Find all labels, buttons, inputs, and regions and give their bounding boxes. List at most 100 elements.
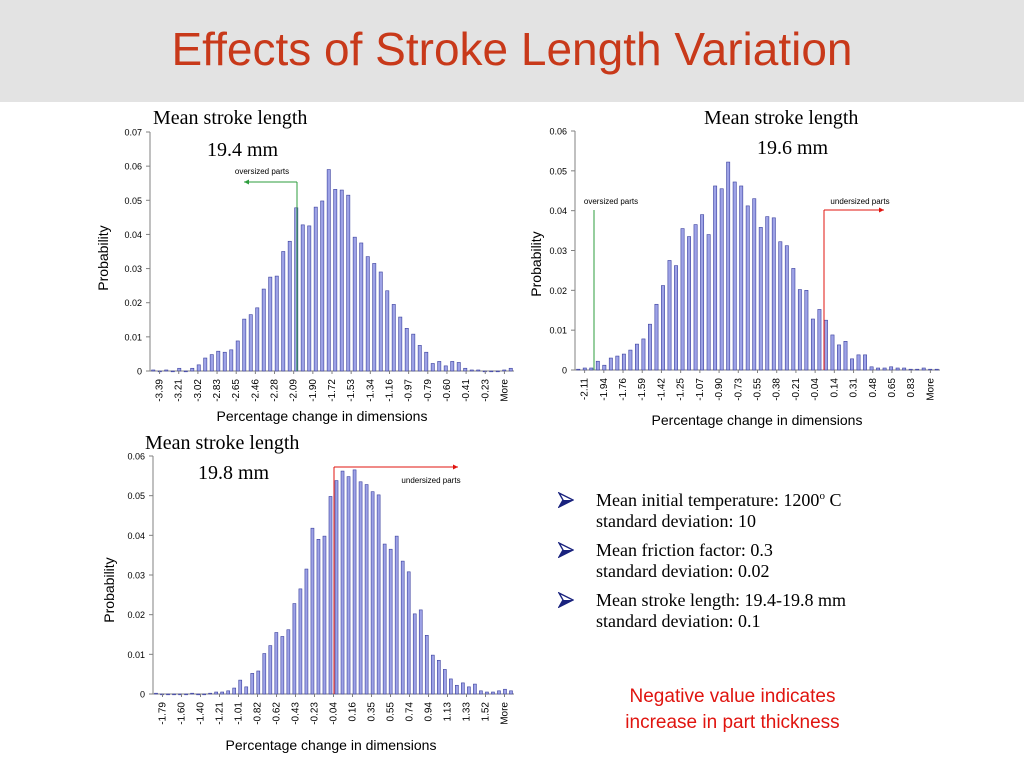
bullet-stroke-text: Mean stroke length: 19.4-19.8 mm: [596, 590, 846, 610]
histogram-bar: [450, 361, 455, 372]
x-tick-label: 0.65: [887, 378, 898, 398]
histogram-bar: [398, 316, 403, 372]
x-tick-label: 0.48: [868, 378, 879, 398]
histogram-bar: [352, 469, 357, 695]
histogram-bar: [661, 285, 665, 371]
histogram-bar: [895, 367, 900, 371]
chart3-caption-line1: Mean stroke length: [145, 432, 300, 454]
y-tick-label: 0: [140, 690, 145, 700]
histogram-bar: [758, 227, 763, 371]
x-tick-label: 0.14: [829, 378, 840, 398]
histogram-bar: [229, 349, 234, 372]
x-tick-label: -1.59: [637, 378, 648, 401]
histogram-bar: [412, 613, 417, 695]
histogram-bar: [417, 345, 422, 372]
histogram-bar: [430, 654, 435, 695]
y-axis-title: Probability: [95, 225, 111, 290]
histogram-bar: [476, 369, 481, 372]
parameter-list: Mean initial temperature: 1200o C standa…: [558, 490, 998, 640]
histogram-bar: [455, 684, 459, 695]
y-tick-label: 0.04: [549, 206, 567, 216]
histogram-bar: [667, 260, 672, 371]
histogram-bar: [391, 304, 396, 372]
x-tick-label: -0.90: [714, 378, 725, 401]
x-tick-label: -0.73: [733, 378, 744, 401]
histogram-bar: [418, 609, 423, 695]
histogram-bar: [674, 265, 678, 371]
bullet-friction-text: Mean friction factor: 0.3: [596, 540, 773, 560]
x-tick-label: -1.25: [676, 378, 687, 401]
histogram-bar: [608, 357, 613, 371]
histogram-bar: [352, 236, 357, 372]
histogram-bar: [313, 206, 318, 372]
histogram-bar: [406, 571, 411, 695]
histogram-bar: [436, 659, 441, 695]
histogram-bar: [310, 527, 315, 695]
chart1-caption-line1: Mean stroke length: [153, 107, 308, 129]
annotation-label: undersized parts: [830, 197, 889, 206]
y-tick-label: 0.01: [549, 326, 567, 336]
histogram-bar: [372, 263, 377, 372]
histogram-bar: [333, 189, 338, 372]
x-tick-label: -0.04: [329, 702, 340, 725]
x-tick-label: -1.01: [234, 702, 245, 725]
histogram-bar: [214, 691, 218, 695]
histogram-bar: [184, 693, 188, 696]
histogram-bar: [641, 338, 646, 371]
x-tick-label: -0.97: [404, 379, 415, 402]
histogram-bar: [196, 364, 201, 372]
histogram-bar: [346, 476, 351, 695]
histogram-bar: [934, 368, 939, 371]
x-tick-label: -3.21: [174, 379, 185, 402]
histogram-bar: [388, 548, 393, 695]
histogram-bar: [817, 309, 822, 371]
histogram-bar: [307, 225, 312, 372]
histogram-bar: [328, 496, 333, 695]
histogram-bar: [837, 344, 841, 371]
title-band: [0, 0, 1024, 102]
x-tick-label: -1.07: [695, 378, 706, 401]
histogram-bar: [680, 228, 685, 371]
histogram-bar: [164, 369, 169, 372]
annotation-arrowhead: [244, 179, 249, 185]
histogram-bar: [889, 366, 894, 371]
bullet-temperature: Mean initial temperature: 1200o C standa…: [558, 490, 998, 532]
histogram-bar: [172, 693, 176, 696]
x-tick-label: -0.79: [423, 379, 434, 402]
x-tick-label: -2.65: [231, 379, 242, 402]
histogram-bar: [706, 234, 711, 371]
x-tick-label: 0.83: [906, 378, 917, 398]
histogram-bar: [238, 679, 243, 695]
histogram-bar: [437, 361, 442, 372]
histogram-bar: [765, 216, 770, 371]
y-axis-title: Probability: [528, 231, 544, 296]
y-tick-label: 0.01: [127, 650, 145, 660]
x-axis-title: Percentage change in dimensions: [217, 408, 428, 424]
annotation-label: oversized parts: [235, 167, 289, 176]
x-tick-label: -0.55: [753, 378, 764, 401]
histogram-bar: [595, 360, 600, 371]
x-tick-label: -3.02: [193, 379, 204, 402]
histogram-bar: [268, 645, 273, 695]
histogram-bar: [654, 303, 659, 371]
histogram-bar: [509, 690, 513, 695]
histogram-bar: [281, 251, 286, 372]
histogram-bar: [469, 369, 474, 372]
histogram-bar: [256, 670, 261, 695]
histogram-bar: [461, 682, 465, 695]
histogram-bar: [908, 368, 913, 371]
histogram-bar: [915, 368, 920, 371]
histogram-bar: [479, 690, 483, 695]
y-tick-label: 0.05: [549, 166, 567, 176]
histogram-bar: [430, 363, 435, 372]
histogram-bar: [582, 367, 587, 371]
y-tick-label: 0.04: [124, 230, 142, 240]
histogram-bar: [220, 691, 224, 695]
x-tick-label: -0.21: [791, 378, 802, 401]
histogram-bar: [863, 354, 867, 371]
histogram-bar: [365, 256, 370, 372]
bullet-stroke-sd: standard deviation: 0.1: [596, 611, 761, 631]
histogram-bar: [378, 271, 383, 372]
y-tick-label: 0.06: [127, 452, 145, 462]
